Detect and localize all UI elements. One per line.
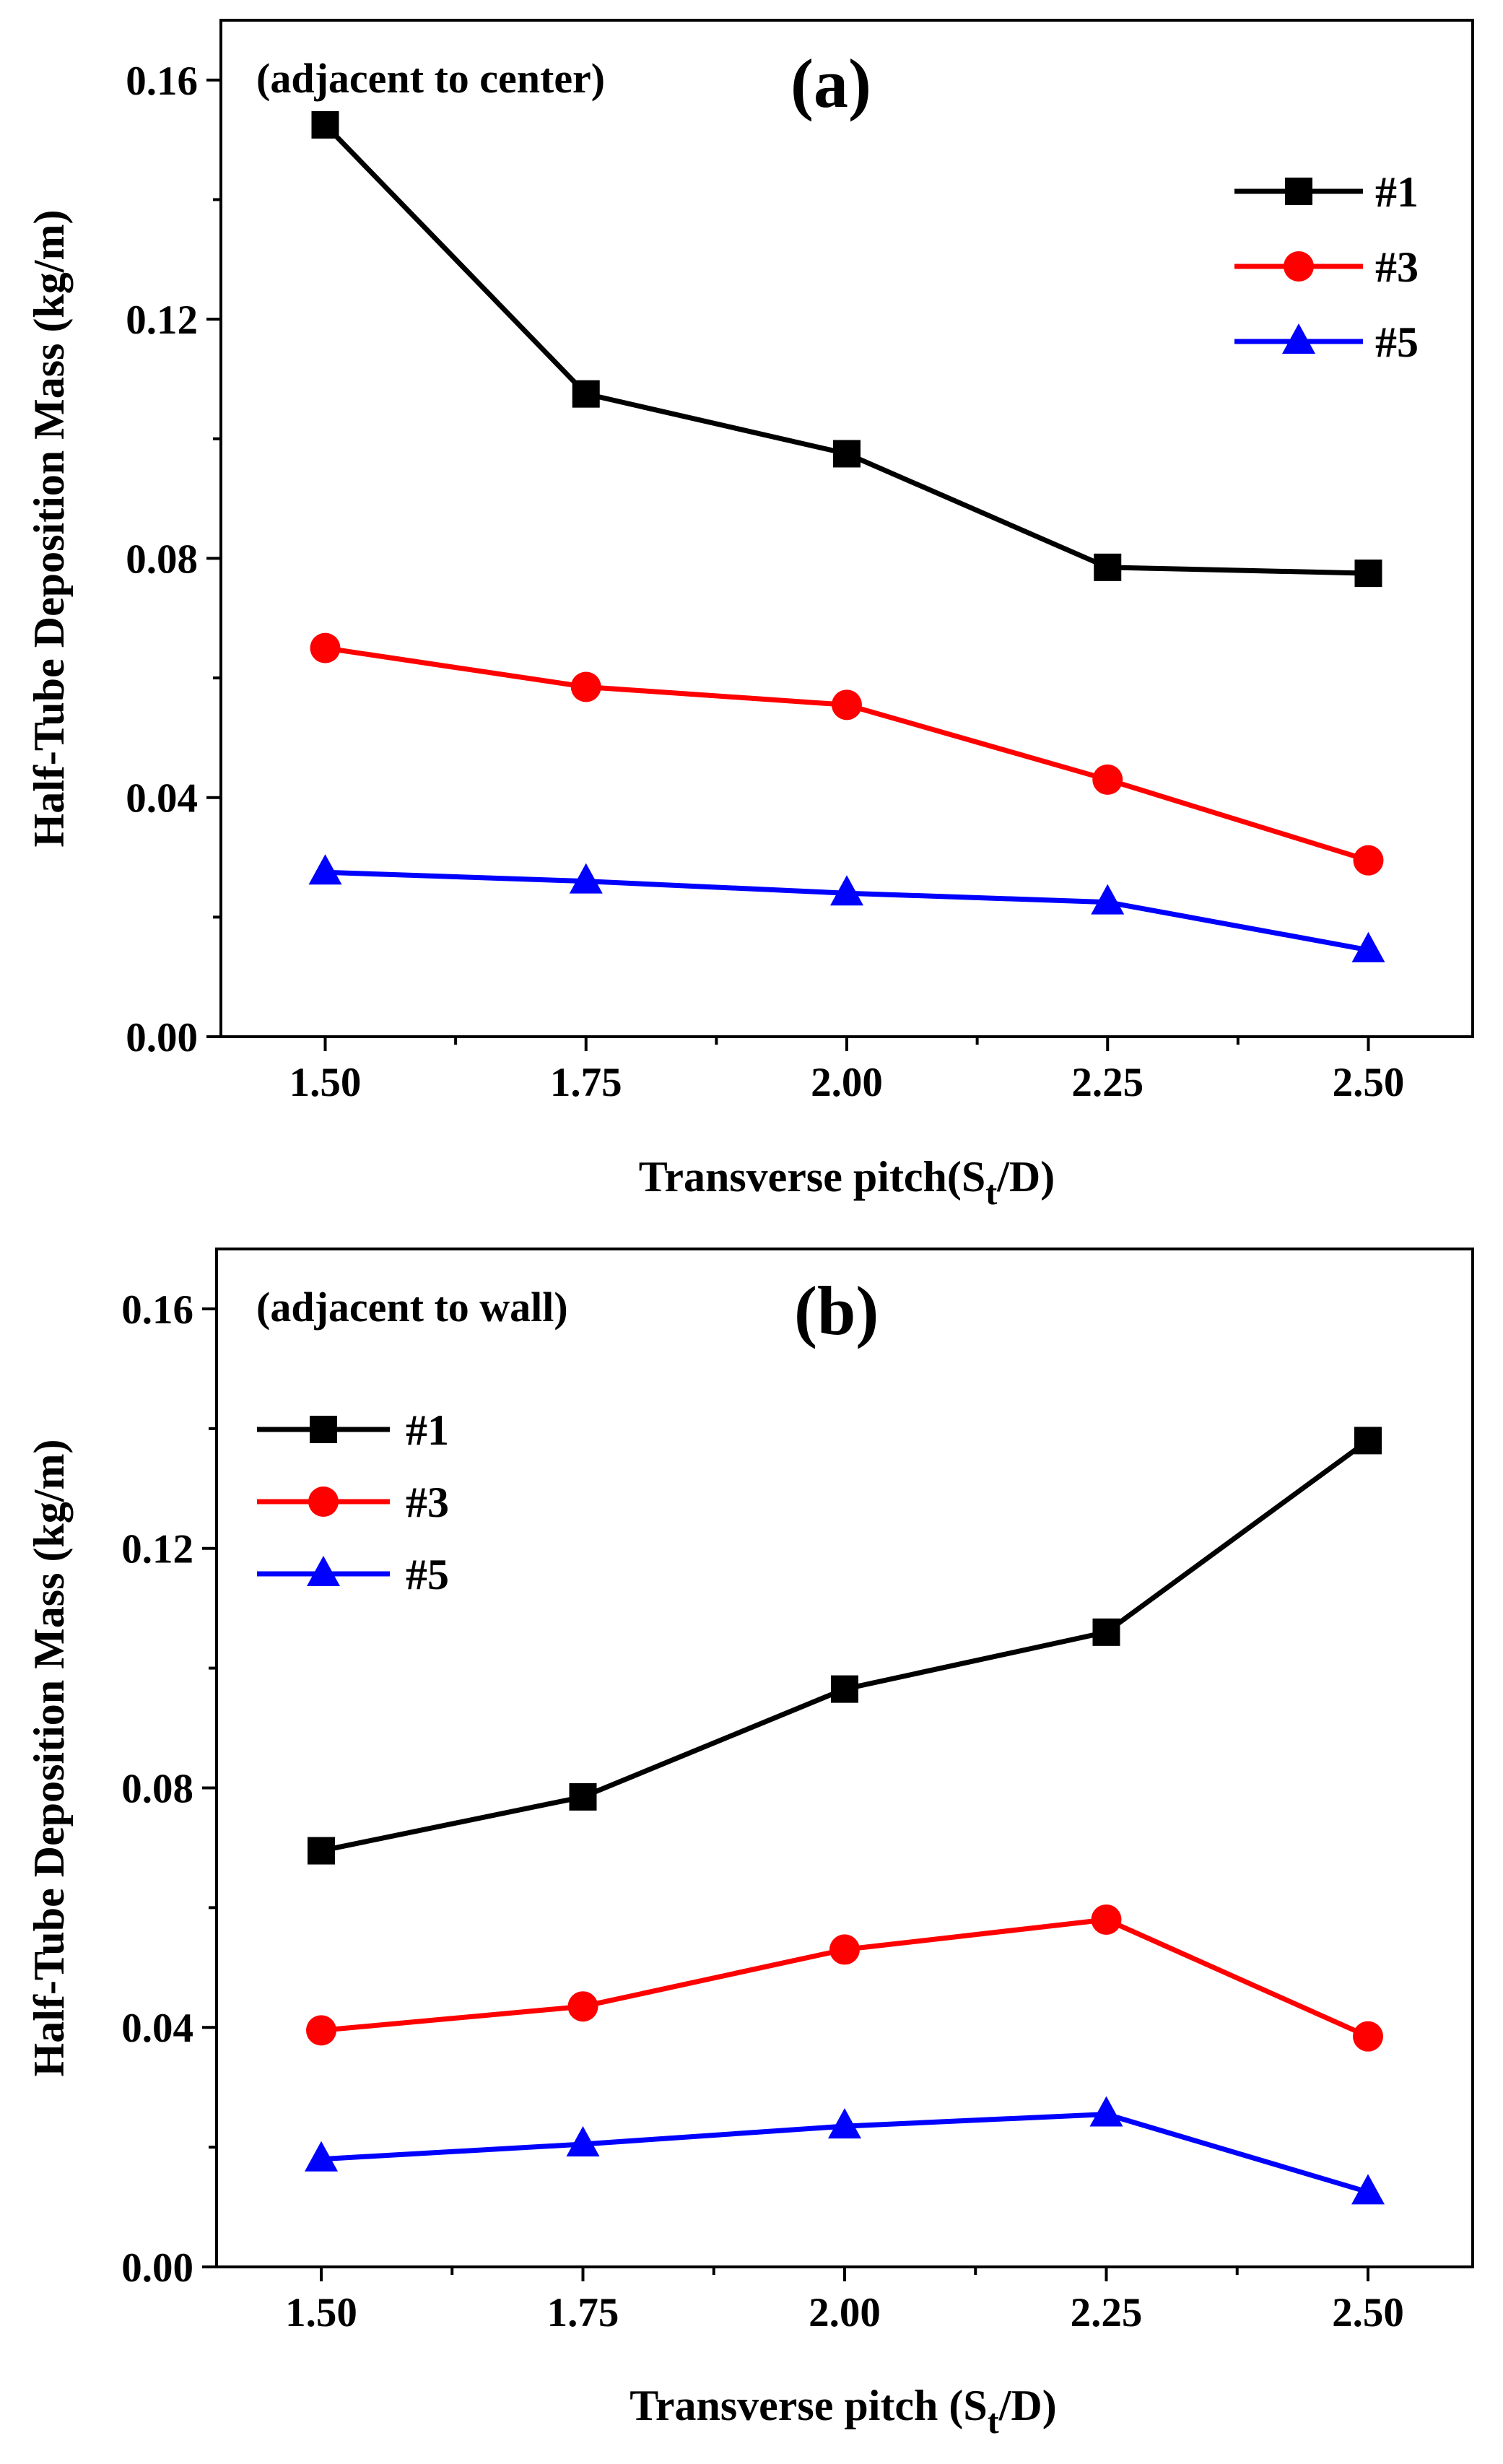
x-axis-title-end: /D) — [996, 1153, 1055, 1201]
legend-marker — [1284, 251, 1314, 282]
legend-marker — [307, 1556, 340, 1586]
x-axis-title: Transverse pitch(St/D) — [639, 1153, 1055, 1212]
x-tick-label: 2.00 — [809, 2290, 881, 2335]
y-tick-label: 0.00 — [126, 1015, 198, 1061]
y-axis-title: Half-Tube Deposition Mass (kg/m) — [25, 1440, 73, 2077]
legend-label: #1 — [406, 1406, 449, 1454]
data-point — [306, 2015, 336, 2046]
data-point — [567, 1991, 598, 2022]
legend-marker — [1285, 178, 1312, 205]
data-point — [1089, 2096, 1123, 2127]
x-tick-label: 1.75 — [550, 1060, 622, 1105]
x-tick-label: 1.75 — [547, 2290, 619, 2335]
legend-label: #1 — [1375, 168, 1419, 216]
x-tick-label: 1.50 — [289, 1060, 362, 1105]
x-tick-label: 2.50 — [1332, 2290, 1404, 2335]
data-point — [311, 110, 339, 139]
legend-marker — [310, 1416, 337, 1443]
data-point — [1353, 845, 1384, 876]
data-point — [832, 689, 862, 721]
series-n1: #1 — [311, 110, 1419, 588]
data-point — [566, 2125, 600, 2156]
x-tick-label: 2.25 — [1071, 1060, 1143, 1105]
data-point — [305, 2141, 338, 2172]
data-point — [1351, 2174, 1385, 2205]
data-point — [572, 380, 600, 408]
data-point — [1092, 764, 1123, 795]
x-axis-title-subscript: t — [988, 2403, 999, 2441]
data-point — [308, 854, 342, 885]
x-tick-label: 2.00 — [811, 1060, 883, 1105]
x-tick-label: 2.25 — [1071, 2290, 1143, 2335]
x-axis-title-subscript: t — [985, 1174, 997, 1212]
x-axis-title-end: /D) — [998, 2382, 1057, 2429]
data-point — [830, 875, 863, 906]
x-axis-title: Transverse pitch (St/D) — [629, 2382, 1057, 2441]
data-point — [1354, 1427, 1382, 1455]
panel-annotation: (adjacent to wall) — [256, 1284, 568, 1331]
legend-label: #3 — [406, 1479, 449, 1526]
chart-panel-b: 0.00 0.04 0.08 0.12 0.16 1.50 1.75 2.00 2.25 2.50… — [25, 1248, 1474, 2441]
series-line — [323, 123, 1369, 576]
y-tick-label: 0.16 — [121, 1287, 193, 1333]
data-point — [1091, 884, 1125, 915]
panel-label: (b) — [794, 1272, 879, 1349]
legend-marker — [308, 1486, 339, 1517]
y-axis-title: Half-Tube Deposition Mass (kg/m) — [25, 210, 73, 848]
y-tick-label: 0.04 — [121, 2006, 193, 2051]
data-point — [829, 1934, 860, 1965]
series-n1: #1 — [257, 1406, 1382, 1865]
data-point — [1353, 2021, 1383, 2052]
panel-label: (a) — [790, 45, 871, 122]
data-point — [569, 1782, 597, 1811]
y-tick-label: 0.08 — [121, 1766, 193, 1811]
data-point — [310, 632, 341, 663]
data-point — [828, 2108, 861, 2139]
series-n5: #5 — [257, 1551, 1385, 2205]
legend-label: #3 — [1375, 243, 1419, 291]
data-point — [1094, 553, 1122, 581]
x-tick-label: 2.50 — [1333, 1060, 1405, 1105]
legend-label: #5 — [406, 1551, 449, 1598]
data-point — [1091, 1904, 1122, 1935]
y-tick-label: 0.16 — [126, 58, 198, 104]
panel-annotation: (adjacent to center) — [256, 55, 605, 102]
y-tick-label: 0.12 — [121, 1527, 193, 1572]
data-point — [1351, 931, 1385, 962]
data-point — [570, 671, 601, 702]
series-n5: #5 — [308, 318, 1419, 962]
x-axis-title-main: Transverse pitch (S — [629, 2382, 988, 2429]
data-point — [831, 1675, 858, 1703]
y-tick-label: 0.00 — [121, 2245, 193, 2291]
chart-panel-a: 0.00 0.04 0.08 0.12 0.16 1.50 1.75 2.00 2.25 2.50… — [25, 19, 1474, 1212]
y-tick-label: 0.04 — [126, 776, 198, 822]
y-tick-label: 0.08 — [126, 536, 198, 582]
series-line — [324, 645, 1369, 863]
series-n3: #3 — [310, 243, 1419, 876]
data-point — [1354, 560, 1382, 588]
x-tick-label: 1.50 — [285, 2290, 357, 2335]
data-point — [308, 1837, 335, 1865]
series-n3: #3 — [257, 1479, 1383, 2052]
x-axis-title-main: Transverse pitch(S — [639, 1153, 986, 1201]
y-tick-label: 0.12 — [126, 297, 198, 343]
data-point — [569, 863, 603, 894]
legend-marker — [1282, 323, 1315, 354]
data-point — [833, 440, 861, 468]
legend-label: #5 — [1375, 318, 1419, 366]
series-line — [321, 1438, 1370, 1853]
data-point — [1092, 1618, 1120, 1646]
